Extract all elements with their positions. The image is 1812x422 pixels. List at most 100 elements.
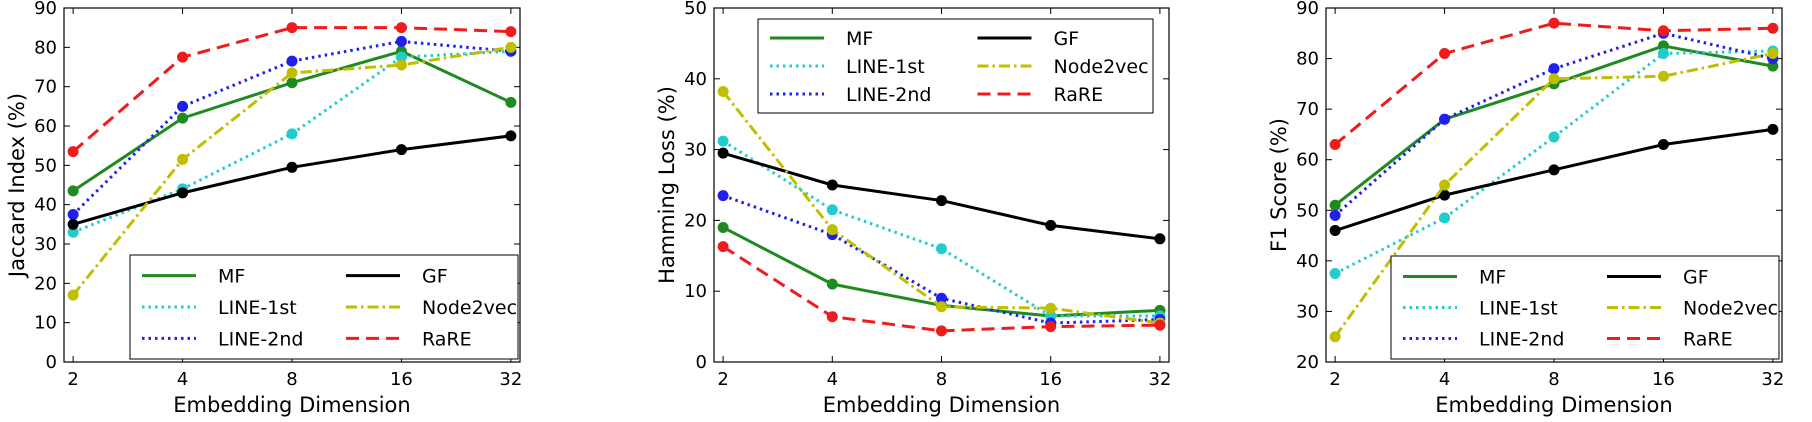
x-tick-label: 2 — [717, 369, 728, 390]
data-point-line-2nd — [717, 190, 729, 202]
data-point-rare — [1329, 139, 1341, 151]
legend-label-mf: MF — [1479, 267, 1506, 289]
data-point-mf — [505, 96, 517, 108]
data-point-node2vec — [1657, 70, 1669, 82]
data-point-gf — [1329, 225, 1341, 237]
y-tick-label: 30 — [1296, 301, 1319, 322]
data-point-node2vec — [177, 153, 189, 165]
data-point-rare — [67, 146, 79, 158]
data-point-rare — [826, 311, 838, 323]
data-point-gf — [1154, 233, 1166, 245]
chart-panel-3: 20 30 40 50 60 70 80 90 2 4 8 16 32 Embedding Dimensi… — [1267, 0, 1784, 417]
data-point-node2vec — [505, 41, 517, 53]
x-tick-label: 8 — [1548, 369, 1559, 390]
data-point-mf — [67, 185, 79, 197]
y-axis-label: Jaccard Index (%) — [5, 93, 29, 279]
y-tick-label: 50 — [684, 0, 707, 19]
data-point-mf — [1329, 199, 1341, 211]
legend-label-node2vec: Node2vec — [1054, 56, 1149, 78]
y-tick-label: 20 — [1296, 352, 1319, 373]
data-point-node2vec — [1329, 331, 1341, 343]
series-gf — [1329, 123, 1779, 237]
data-point-line-1st — [395, 51, 407, 63]
data-point-line-2nd — [67, 209, 79, 220]
data-point-mf — [177, 112, 189, 124]
data-point-line-1st — [826, 204, 838, 216]
data-point-node2vec — [395, 59, 407, 71]
legend-label-node2vec: Node2vec — [1683, 298, 1778, 320]
legend-label-gf: GF — [1054, 28, 1080, 50]
data-point-line-1st — [67, 226, 79, 238]
y-tick-label: 40 — [34, 195, 57, 216]
legend-label-node2vec: Node2vec — [422, 297, 517, 319]
x-tick-label: 4 — [1439, 369, 1450, 390]
y-tick-label: 20 — [684, 210, 707, 231]
y-tick-label: 40 — [684, 69, 707, 90]
series-line-gf — [1334, 127, 1774, 232]
data-point-line-1st — [1439, 212, 1451, 224]
series-line-2nd — [717, 190, 1166, 329]
series-line-line-1st — [722, 139, 1160, 318]
data-point-gf — [1767, 123, 1779, 135]
data-point-line-2nd — [395, 35, 407, 47]
data-point-line-2nd — [1329, 209, 1341, 221]
data-point-rare — [1154, 319, 1166, 331]
data-point-rare — [505, 26, 517, 38]
legend: MF GF LINE-1st Node2vec LINE-2nd RaRE — [757, 18, 1154, 114]
data-point-gf — [717, 147, 729, 159]
x-axis-label: Embedding Dimension — [173, 393, 410, 417]
x-tick-label: 16 — [1039, 369, 1062, 390]
data-point-rare — [1767, 22, 1779, 34]
y-tick-label: 0 — [696, 352, 707, 373]
x-tick-label: 8 — [936, 369, 947, 390]
data-point-rare — [1439, 48, 1451, 60]
data-point-mf — [1767, 60, 1779, 72]
x-tick-label: 4 — [177, 369, 188, 390]
data-point-node2vec — [717, 86, 729, 98]
series-line-2nd — [1329, 27, 1779, 221]
data-point-line-1st — [1548, 131, 1560, 143]
data-point-line-1st — [1657, 48, 1669, 60]
series-line-rare — [1334, 21, 1773, 146]
data-point-mf — [286, 77, 298, 89]
data-point-line-1st — [717, 135, 729, 147]
y-tick-label: 60 — [34, 116, 57, 137]
x-tick-label: 16 — [1652, 369, 1675, 390]
y-tick-label: 10 — [34, 313, 57, 334]
series-gf — [67, 130, 517, 230]
data-point-line-2nd — [936, 292, 947, 304]
y-tick-label: 30 — [34, 234, 57, 255]
data-point-rare — [936, 325, 947, 337]
series-line-2nd — [67, 35, 517, 220]
data-point-gf — [1657, 139, 1669, 151]
data-point-gf — [1548, 164, 1560, 176]
data-point-line-2nd — [177, 100, 189, 112]
series-line-line-2nd — [72, 39, 512, 216]
data-point-gf — [826, 179, 838, 191]
data-point-line-1st — [936, 243, 947, 255]
legend-label-rare: RaRE — [422, 328, 472, 350]
legend: MF GF LINE-1st Node2vec LINE-2nd RaRE — [129, 254, 519, 360]
data-point-node2vec — [936, 301, 947, 313]
x-tick-label: 32 — [499, 369, 522, 390]
data-point-gf — [67, 218, 79, 230]
legend-label-gf: GF — [1683, 267, 1709, 289]
y-tick-label: 20 — [34, 273, 57, 294]
data-point-gf — [177, 187, 189, 199]
series-line-rare — [722, 245, 1160, 333]
data-point-rare — [1548, 17, 1560, 29]
data-point-node2vec — [826, 224, 838, 236]
legend-label-line-2nd: LINE-2nd — [218, 328, 303, 350]
chart-panel-2: 0 10 20 30 40 50 2 4 8 16 32 Embedding Dimension Ham… — [655, 0, 1171, 417]
y-tick-label: 90 — [34, 0, 57, 19]
series-gf — [717, 147, 1166, 245]
chart-panel-1: 0 10 20 30 40 50 60 70 80 90 2 4 8 16 32 Embedding Dime… — [5, 0, 522, 417]
y-tick-label: 70 — [34, 77, 57, 98]
data-point-gf — [1439, 189, 1451, 201]
series-line-node2vec — [721, 90, 1161, 325]
data-point-node2vec — [1439, 179, 1451, 191]
legend-label-line-1st: LINE-1st — [1479, 298, 1558, 320]
legend-label-rare: RaRE — [1683, 329, 1733, 351]
y-tick-label: 80 — [1296, 49, 1319, 70]
